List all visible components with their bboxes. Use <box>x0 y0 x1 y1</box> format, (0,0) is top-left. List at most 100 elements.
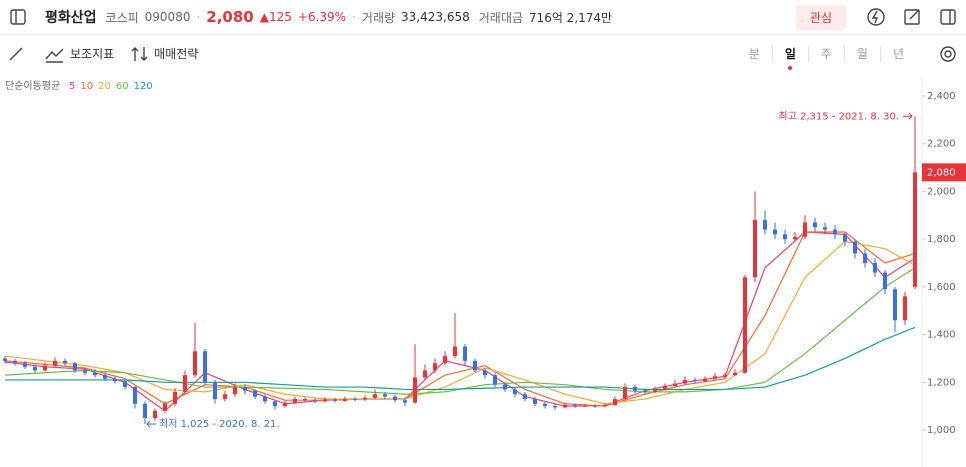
sidebar-toggle[interactable] <box>8 7 28 27</box>
candle-body <box>223 394 227 400</box>
last-price-tag <box>922 163 966 182</box>
candle-body <box>253 390 257 397</box>
legend-item: 60 <box>116 81 129 92</box>
candle-body <box>423 370 427 378</box>
candle-body <box>113 378 117 382</box>
candle-body <box>673 383 677 386</box>
candle-body <box>213 382 217 400</box>
candle-body <box>13 360 17 364</box>
y-tick-label: 1,600 <box>927 282 956 293</box>
header: 평화산업 코스피 090080 · 2,080 ▲125 +6.39% · 거래… <box>0 0 966 35</box>
moving-average <box>4 231 916 407</box>
y-tick-label: 1,000 <box>927 425 956 436</box>
candle-body <box>53 360 57 366</box>
candle-body <box>173 391 177 404</box>
indicator-icon[interactable] <box>44 44 66 64</box>
candle-body <box>73 363 77 371</box>
panel-toggle[interactable] <box>938 7 958 27</box>
strategy-icon[interactable] <box>130 44 152 64</box>
watch-button[interactable]: 관심 <box>795 4 846 30</box>
candle-body <box>313 400 317 402</box>
candle-body <box>473 360 477 371</box>
candle-body <box>533 399 537 404</box>
candle-body <box>613 399 617 405</box>
candle-body <box>643 390 647 392</box>
candle-body <box>123 381 127 388</box>
legend-title: 단순이동평균 <box>5 80 60 92</box>
moving-average <box>4 231 916 412</box>
candle-body <box>873 263 877 273</box>
period-tab[interactable]: 일 <box>771 45 808 70</box>
candle-body <box>763 220 767 230</box>
candle-body <box>683 379 687 384</box>
candle-body <box>863 253 867 264</box>
period-tab[interactable]: 분 <box>748 47 760 61</box>
flash-icon[interactable] <box>866 7 886 27</box>
candle-body <box>743 277 747 373</box>
moving-average <box>4 240 916 405</box>
candle-body <box>563 404 567 408</box>
candle-body <box>703 378 707 382</box>
candle-body <box>103 375 107 379</box>
last-price-label: 2,080 <box>927 167 956 178</box>
draw-tool[interactable] <box>6 44 26 64</box>
candle-body <box>843 234 847 242</box>
candle-body <box>773 229 777 235</box>
candle-body <box>403 400 407 403</box>
candle-body <box>343 399 347 401</box>
period-tab[interactable]: 년 <box>879 45 916 62</box>
candle-body <box>143 403 147 419</box>
candle-body <box>163 403 167 411</box>
candle-body <box>203 351 207 383</box>
volume: 33,423,658 <box>401 10 470 24</box>
candle-body <box>153 410 157 419</box>
candle-body <box>693 379 697 382</box>
edit-icon[interactable] <box>902 7 922 27</box>
candle-body <box>233 387 237 395</box>
candle-body <box>723 375 727 377</box>
candle-body <box>93 372 97 376</box>
arrow-head <box>146 420 151 428</box>
candle-body <box>523 394 527 400</box>
candle-body <box>43 365 47 371</box>
candle-body <box>793 236 797 240</box>
period-tab[interactable]: 월 <box>843 45 880 62</box>
strategy-button[interactable]: 매매전략 <box>154 47 199 61</box>
separator: · <box>196 10 201 24</box>
candle-body <box>903 296 907 321</box>
candle-body <box>603 404 607 407</box>
settings-icon[interactable] <box>938 44 958 64</box>
candle-body <box>363 397 367 400</box>
price: 2,080 <box>206 8 254 26</box>
candle-body <box>543 403 547 407</box>
candle-body <box>323 399 327 402</box>
candle-body <box>183 375 187 392</box>
candle-body <box>733 372 737 376</box>
candle-body <box>803 222 807 237</box>
candle-body <box>193 351 197 376</box>
indicators-button[interactable]: 보조지표 <box>70 47 115 61</box>
candle-body <box>303 399 307 401</box>
candle-body <box>663 385 667 390</box>
candle-body <box>573 404 577 407</box>
candle-body <box>833 229 837 235</box>
separator: · <box>352 10 356 24</box>
period-tab[interactable]: 주 <box>807 45 844 62</box>
candle-body <box>433 363 437 371</box>
y-tick-label: 2,200 <box>927 139 956 150</box>
candle-body <box>293 399 297 403</box>
amount: 716억 2,174만 <box>528 10 613 25</box>
candle-body <box>823 227 827 230</box>
candle-body <box>753 220 757 278</box>
legend-item: 5 <box>69 81 75 92</box>
candle-body <box>483 370 487 376</box>
candle-body <box>853 241 857 254</box>
high-annotation: 최고 2,315 - 2021. 8. 30. <box>778 110 899 122</box>
candle-body <box>243 387 247 391</box>
candle-body <box>283 402 287 407</box>
candle-body <box>633 387 637 391</box>
stock-code: 090080 <box>144 10 191 24</box>
candle-body <box>463 346 467 361</box>
